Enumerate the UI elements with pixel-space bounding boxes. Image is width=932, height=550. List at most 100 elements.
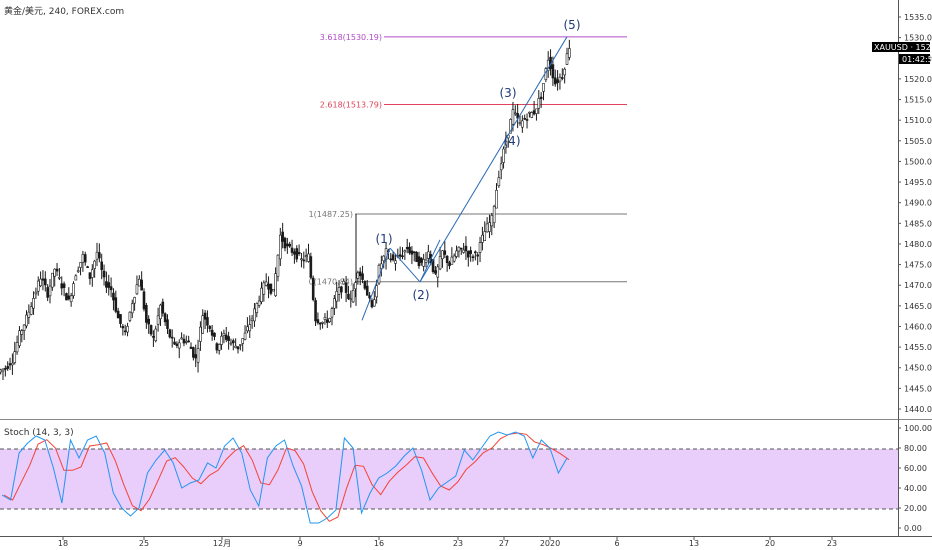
candle-body [328,318,331,322]
elliott-wave-labels: (1) (2) (3) (4) (5) [376,18,581,302]
candle-body [490,215,494,227]
candle-body [452,255,456,262]
candle-body [69,295,73,303]
price-tick-label: 1530.00 [904,34,932,43]
candle-body [15,342,19,353]
candle-body [321,321,324,324]
candle-body [180,337,183,340]
candle-body [375,285,378,298]
fibonacci-levels: 3.618(1530.19) 2.618(1513.79) 1(1487.25) 0(… [309,33,627,306]
candle-body [269,283,273,294]
candle-body [274,273,277,297]
candle-body [542,83,545,92]
candle-body [217,344,221,351]
candle-body [257,300,261,306]
candle-body [156,315,160,325]
candle-body [333,298,336,309]
candle-body [0,369,2,373]
time-axis: 18 25 12月 9 16 23 27 2020 6 13 20 23 [58,536,837,548]
fib-label: 2.618(1513.79) [320,101,382,110]
candle-body [436,266,440,278]
candle-body [464,245,468,252]
candle-body [340,286,343,293]
candle-body [210,329,214,336]
candle-body [116,310,120,319]
candle-body [457,246,461,252]
candle-body [300,258,303,261]
time-tick-label: 23 [827,539,837,548]
candle-body [175,343,179,346]
candle-body [485,223,489,233]
candle-body [532,110,536,115]
candle-body [248,324,252,332]
candle-body [422,259,425,267]
candle-body [502,148,505,163]
candle-body [551,64,555,79]
candle-body [22,324,26,331]
candle-body [196,348,200,363]
candle-body [474,251,477,254]
price-badge-symbol: XAUUSD · 1527.78 [874,43,932,52]
candle-body [243,332,247,340]
fib-label: 3.618(1530.19) [320,33,382,42]
candle-body [112,292,115,301]
candle-body [109,286,113,291]
candle-body [427,251,430,259]
candle-body [224,334,228,340]
candle-body [51,272,54,288]
candle-body [229,342,233,345]
candle-body [36,280,40,292]
candle-body [102,270,106,278]
candle-body [537,98,541,109]
candle-body [469,250,472,254]
candle-body [149,325,153,335]
candle-body [535,108,538,114]
candle-body [408,246,411,254]
candle-body [43,278,47,286]
candle-body [401,255,404,258]
candle-body [337,287,341,295]
candle-body [307,253,310,262]
candle-body [215,343,219,351]
candle-body [288,243,292,247]
candle-body [344,282,348,293]
candle-body [81,254,85,263]
candle-body [260,287,263,302]
candle-body [335,291,339,302]
price-tick-label: 1535.00 [904,13,932,22]
candle-body [91,269,94,278]
candle-body [304,255,308,257]
candle-body [455,250,458,257]
candle-body [67,295,71,300]
candle-body [525,119,529,121]
candle-body [441,250,444,260]
candle-body [521,120,524,128]
candle-body [98,252,101,259]
candle-body [276,254,280,277]
candle-body [462,249,465,253]
candle-body [325,319,329,323]
candle-body [114,297,118,312]
candle-body [133,297,136,304]
candle-body [20,330,24,335]
stoch-lines [1,431,570,524]
price-tick-label: 1515.00 [904,96,932,105]
candle-body [41,278,45,281]
price-tick-label: 1485.00 [904,219,932,228]
candle-body [206,317,209,326]
candle-body [370,300,374,308]
candle-body [424,259,428,263]
candle-body [556,79,559,84]
candle-body [264,281,268,286]
time-tick-label: 12月 [213,539,231,548]
price-tick-label: 1495.00 [904,178,932,187]
candle-body [8,363,12,366]
price-tick-label: 1475.00 [904,261,932,270]
candle-body [281,231,284,242]
candle-body [354,282,357,290]
candle-body [394,260,397,264]
candle-body [145,304,148,323]
wave-label: (4) [504,134,521,148]
candle-body [471,256,475,258]
